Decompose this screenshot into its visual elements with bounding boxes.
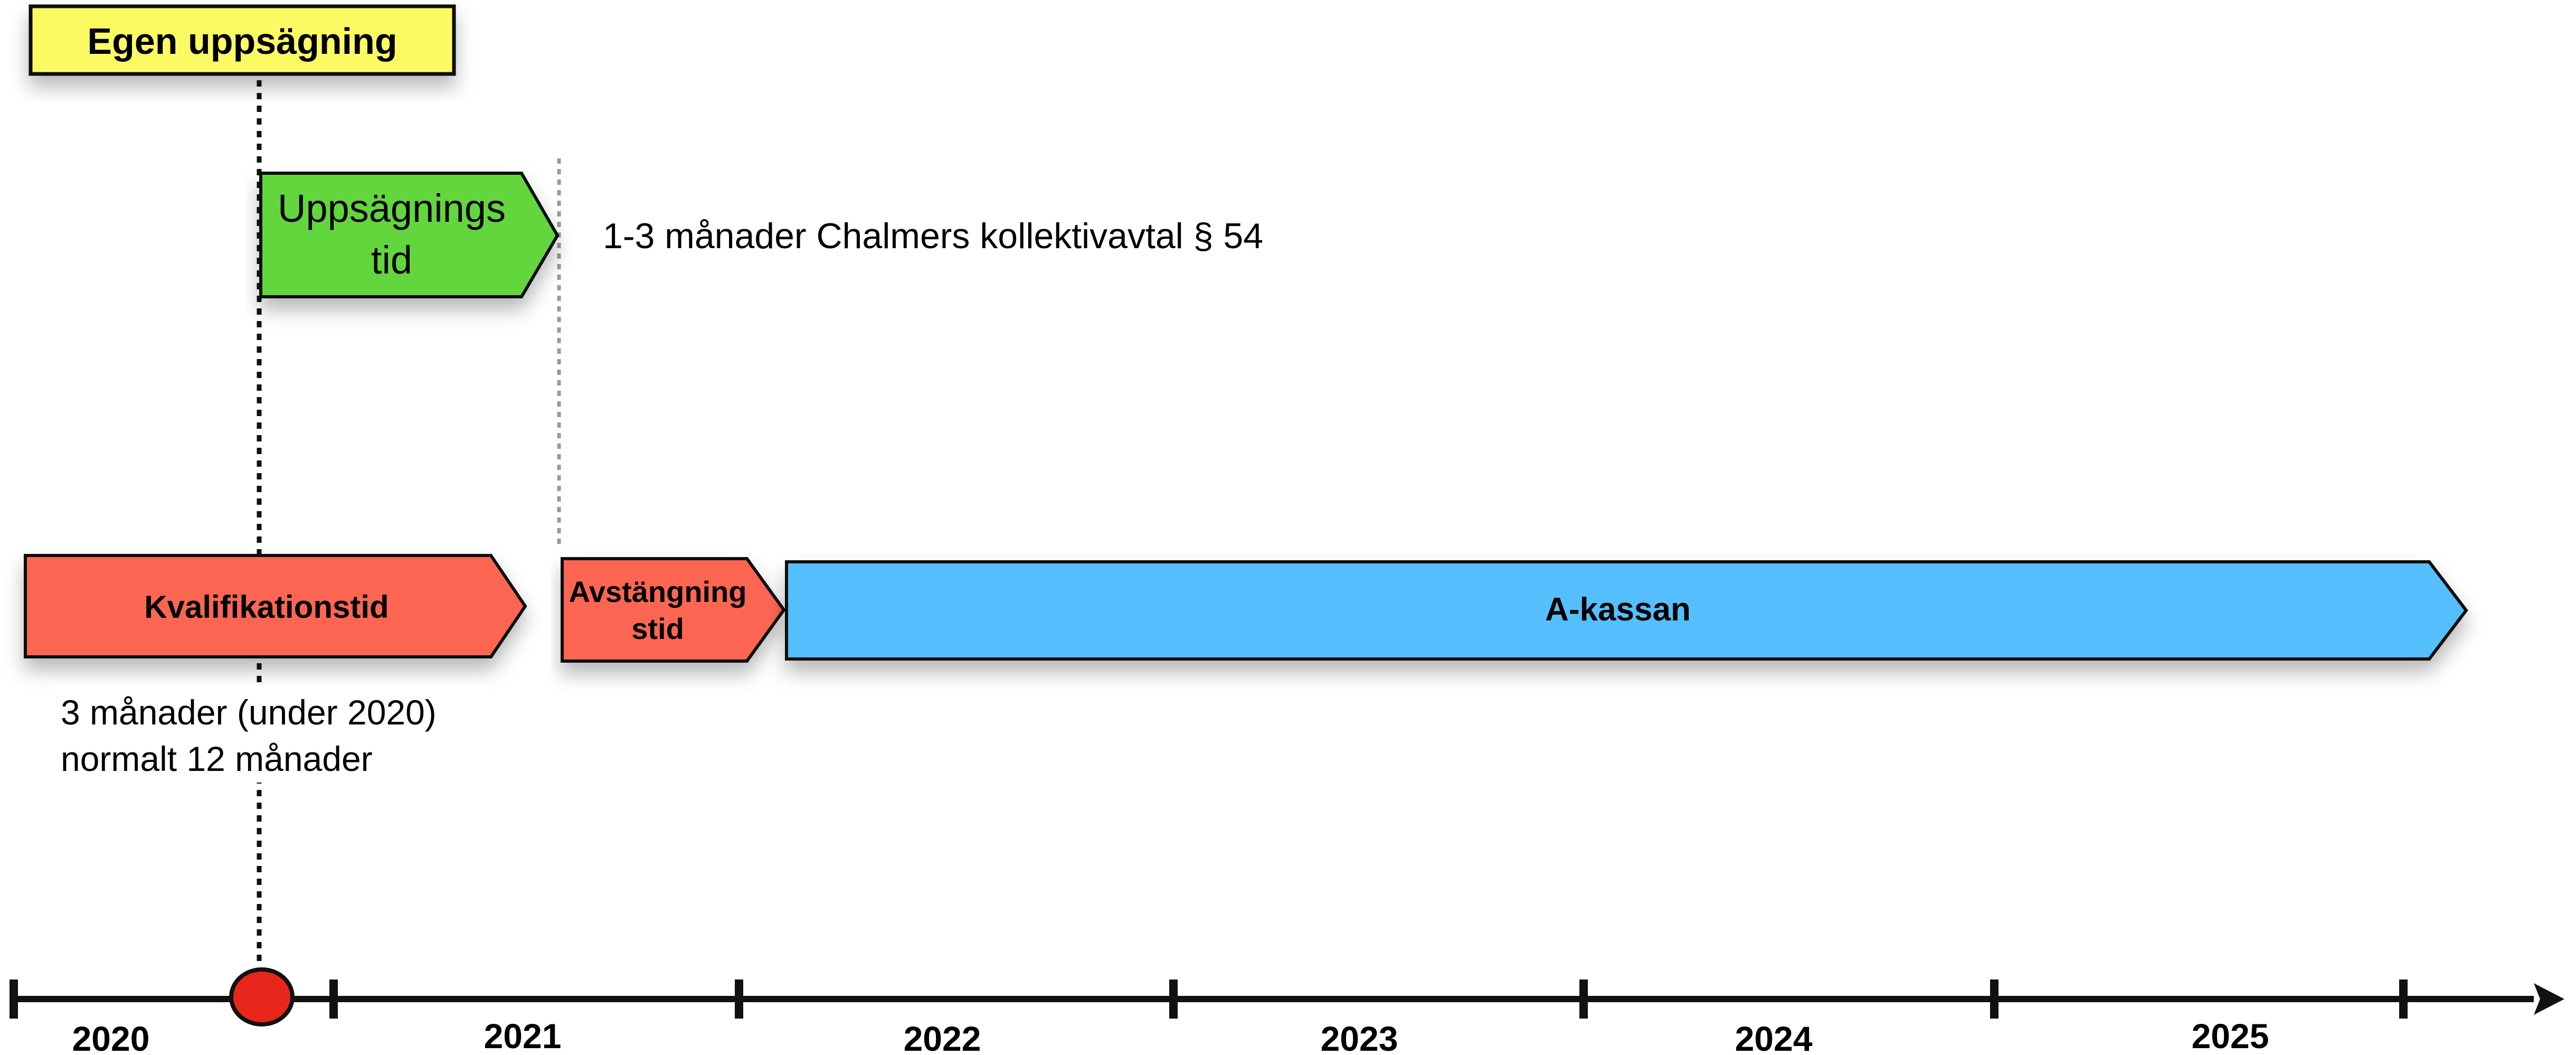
notice-period-arrow: Uppsägnings tid [259, 172, 560, 298]
suspension-period-shape [561, 557, 786, 663]
timeline-tick [1579, 979, 1588, 1019]
timeline-arrowhead [2534, 983, 2564, 1015]
qualification-period-arrow: Kvalifikationstid [24, 554, 527, 658]
qualification-note-line1: 3 månader (under 2020) [61, 693, 437, 732]
suspension-period-label-line1: Avstängning [569, 575, 746, 608]
suspension-period-arrow: Avstängning stid [561, 557, 786, 663]
event-box-shape [29, 4, 456, 76]
notice-period-note: 1-3 månader Chalmers kollektivavtal § 54 [603, 216, 1263, 256]
event-label: Egen uppsägning [87, 21, 397, 62]
akassa-label: A-kassan [1545, 591, 1691, 628]
qualification-period-shape [24, 554, 527, 658]
timeline-tick [735, 979, 743, 1019]
akassa-arrow: A-kassan [785, 560, 2468, 661]
timeline-tick [1169, 979, 1178, 1019]
timeline-tick [2399, 979, 2408, 1019]
year-label-2020: 2020 [72, 1019, 150, 1055]
qualification-note-line2: normalt 12 månader [61, 739, 373, 778]
year-label-2025: 2025 [2192, 1016, 2269, 1055]
year-label-2022: 2022 [904, 1019, 981, 1055]
notice-period-label-line1: Uppsägnings [278, 186, 506, 230]
qualification-period-label: Kvalifikationstid [144, 589, 389, 625]
qualification-note-background [53, 684, 486, 783]
akassa-shape [785, 560, 2468, 661]
timeline-tick [10, 979, 18, 1019]
year-label-2021: 2021 [484, 1016, 562, 1055]
year-label-2023: 2023 [1321, 1019, 1398, 1055]
timeline-tick [1990, 979, 1999, 1019]
notice-period-label-line2: tid [371, 238, 412, 282]
timeline-tick [329, 979, 338, 1019]
suspension-period-label-line2: stid [631, 612, 684, 645]
notice-period-shape [259, 172, 560, 298]
event-box: Egen uppsägning [29, 4, 456, 76]
year-label-2024: 2024 [1735, 1019, 1813, 1055]
timeline-axis [10, 979, 2564, 1019]
resignation-event-dot [229, 967, 295, 1026]
